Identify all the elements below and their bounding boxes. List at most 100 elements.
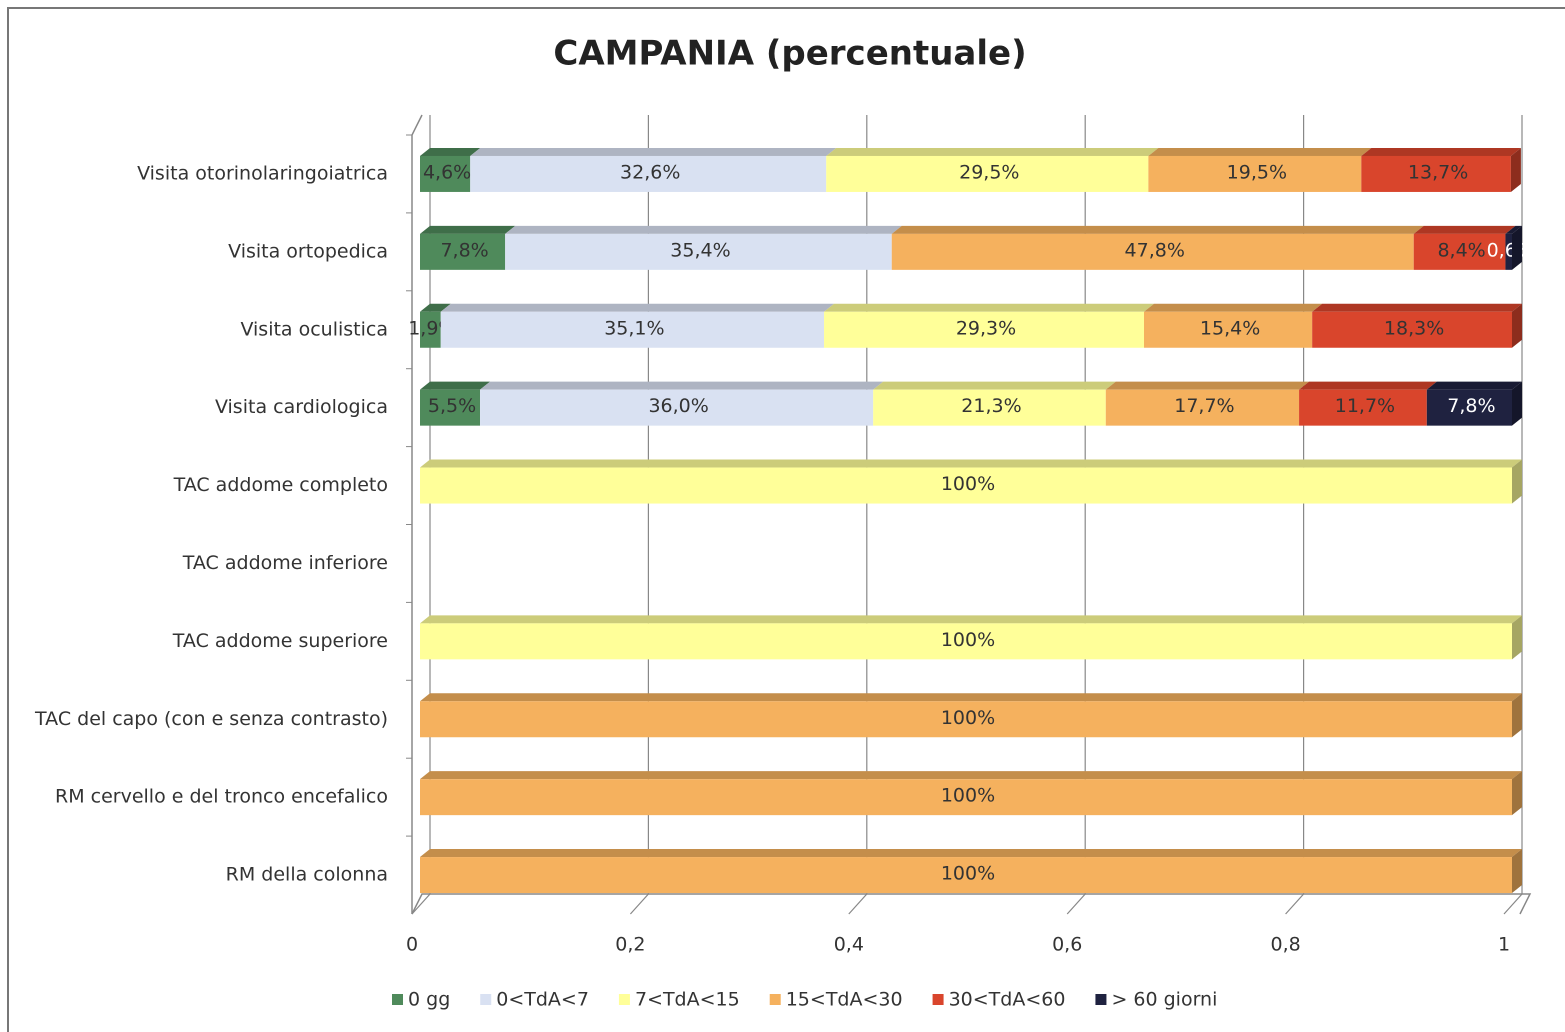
bar-depth bbox=[505, 225, 902, 234]
value-label: 32,6% bbox=[620, 161, 680, 183]
value-label: 100% bbox=[941, 707, 995, 729]
bar-depth bbox=[1512, 615, 1522, 660]
value-label: 35,4% bbox=[670, 239, 730, 261]
bar-depth bbox=[1512, 693, 1522, 738]
y-tick-label: TAC del capo (con e senza contrasto) bbox=[34, 708, 388, 730]
bar bbox=[1361, 155, 1511, 192]
legend-label: 30<TdA<60 bbox=[949, 989, 1066, 1011]
bar bbox=[824, 311, 1144, 348]
bar bbox=[505, 233, 892, 270]
bar bbox=[1105, 389, 1300, 426]
y-tick-label: Visita otorinolaringoiatrica bbox=[137, 162, 388, 184]
bar-depth bbox=[440, 303, 835, 312]
bar-depth bbox=[824, 303, 1154, 312]
bar bbox=[440, 311, 825, 348]
bar bbox=[420, 857, 1512, 894]
value-label: 21,3% bbox=[961, 395, 1021, 417]
value-label: 29,3% bbox=[956, 317, 1016, 339]
legend-label: 0<TdA<7 bbox=[496, 989, 589, 1011]
bar-depth bbox=[1312, 303, 1522, 312]
bar-depth bbox=[420, 615, 1522, 624]
value-label: 19,5% bbox=[1227, 161, 1287, 183]
y-tick-label: Visita cardiologica bbox=[215, 396, 388, 418]
bar bbox=[1505, 233, 1512, 270]
y-tick-label: TAC addome superiore bbox=[172, 630, 388, 652]
grid-line bbox=[1285, 115, 1305, 915]
legend-label: > 60 giorni bbox=[1111, 989, 1217, 1011]
bar bbox=[420, 467, 1512, 504]
legend-swatch bbox=[618, 994, 630, 1005]
value-label: 0,6% bbox=[1487, 239, 1535, 261]
bar-depth bbox=[1143, 303, 1323, 312]
y-tick-label: TAC addome completo bbox=[173, 474, 388, 496]
legend-swatch bbox=[480, 994, 492, 1005]
y-tick-label: Visita oculistica bbox=[240, 318, 388, 340]
x-tick-label: 0,6 bbox=[1052, 934, 1082, 956]
grid-line bbox=[1066, 115, 1086, 915]
value-label: 7,8% bbox=[1447, 395, 1495, 417]
bar-depth bbox=[1148, 147, 1372, 156]
grid-line bbox=[629, 115, 650, 915]
value-label: 7,8% bbox=[440, 239, 488, 261]
legend-label: 0 gg bbox=[408, 989, 450, 1011]
y-tick-label: RM cervello e del tronco encefalico bbox=[55, 786, 388, 808]
bar-depth bbox=[1299, 381, 1437, 390]
y-tick-label: TAC addome inferiore bbox=[182, 552, 388, 574]
legend-swatch bbox=[932, 994, 944, 1005]
grid-line bbox=[848, 115, 868, 915]
bar bbox=[1299, 389, 1427, 426]
legend-swatch bbox=[392, 994, 403, 1005]
bar-depth bbox=[420, 303, 451, 312]
bar bbox=[826, 155, 1149, 192]
bar bbox=[891, 233, 1414, 270]
chart-border bbox=[7, 7, 1565, 1032]
value-label: 29,5% bbox=[959, 161, 1019, 183]
bar-depth bbox=[1361, 147, 1521, 156]
value-label: 100% bbox=[941, 629, 995, 651]
value-label: 5,5% bbox=[428, 395, 476, 417]
legend-label: 15<TdA<30 bbox=[786, 989, 903, 1011]
legend-label: 7<TdA<15 bbox=[635, 989, 740, 1011]
y-tick-label: RM della colonna bbox=[226, 864, 388, 886]
bar-depth bbox=[480, 381, 884, 390]
value-label: 100% bbox=[941, 473, 995, 495]
value-label: 100% bbox=[941, 785, 995, 807]
bar-depth bbox=[826, 147, 1159, 156]
axis-floor bbox=[411, 893, 1532, 915]
chart-title: CAMPANIA (percentuale) bbox=[553, 34, 1026, 74]
bar-depth bbox=[1426, 381, 1522, 390]
legend-swatch bbox=[1095, 994, 1107, 1005]
bar bbox=[420, 779, 1512, 816]
bar-depth bbox=[1512, 459, 1522, 504]
x-tick-label: 0,8 bbox=[1270, 934, 1300, 956]
bar-depth bbox=[873, 381, 1116, 390]
bar-depth bbox=[420, 459, 1522, 468]
legend: 0 gg 0<TdA<7 7<TdA<15 15<TdA<30 30<TdA<60 > 6… bbox=[392, 989, 1217, 1011]
bar-depth bbox=[420, 381, 491, 390]
x-tick-label: 0,4 bbox=[834, 934, 864, 956]
bar-depth bbox=[470, 147, 837, 156]
bar-depth bbox=[1512, 771, 1522, 816]
bar-depth bbox=[1105, 381, 1310, 390]
bar-depth bbox=[1413, 225, 1516, 234]
bar bbox=[420, 701, 1512, 738]
value-label: 47,8% bbox=[1125, 239, 1185, 261]
value-label: 4,6% bbox=[423, 161, 471, 183]
value-label: 35,1% bbox=[604, 317, 664, 339]
x-tick-label: 0,2 bbox=[615, 934, 645, 956]
bar-depth bbox=[1510, 147, 1521, 192]
value-label: 13,7% bbox=[1408, 161, 1468, 183]
bar bbox=[1426, 389, 1512, 426]
bar bbox=[1413, 233, 1506, 270]
bar-depth bbox=[420, 849, 1522, 858]
value-label: 36,0% bbox=[648, 395, 708, 417]
value-label: 11,7% bbox=[1335, 395, 1395, 417]
grid-line bbox=[411, 115, 431, 915]
bar bbox=[480, 389, 874, 426]
bar-depth bbox=[1512, 381, 1522, 426]
bar bbox=[1148, 155, 1362, 192]
legend-swatch bbox=[769, 994, 781, 1005]
bar-depth bbox=[1505, 225, 1522, 234]
bar bbox=[470, 155, 827, 192]
